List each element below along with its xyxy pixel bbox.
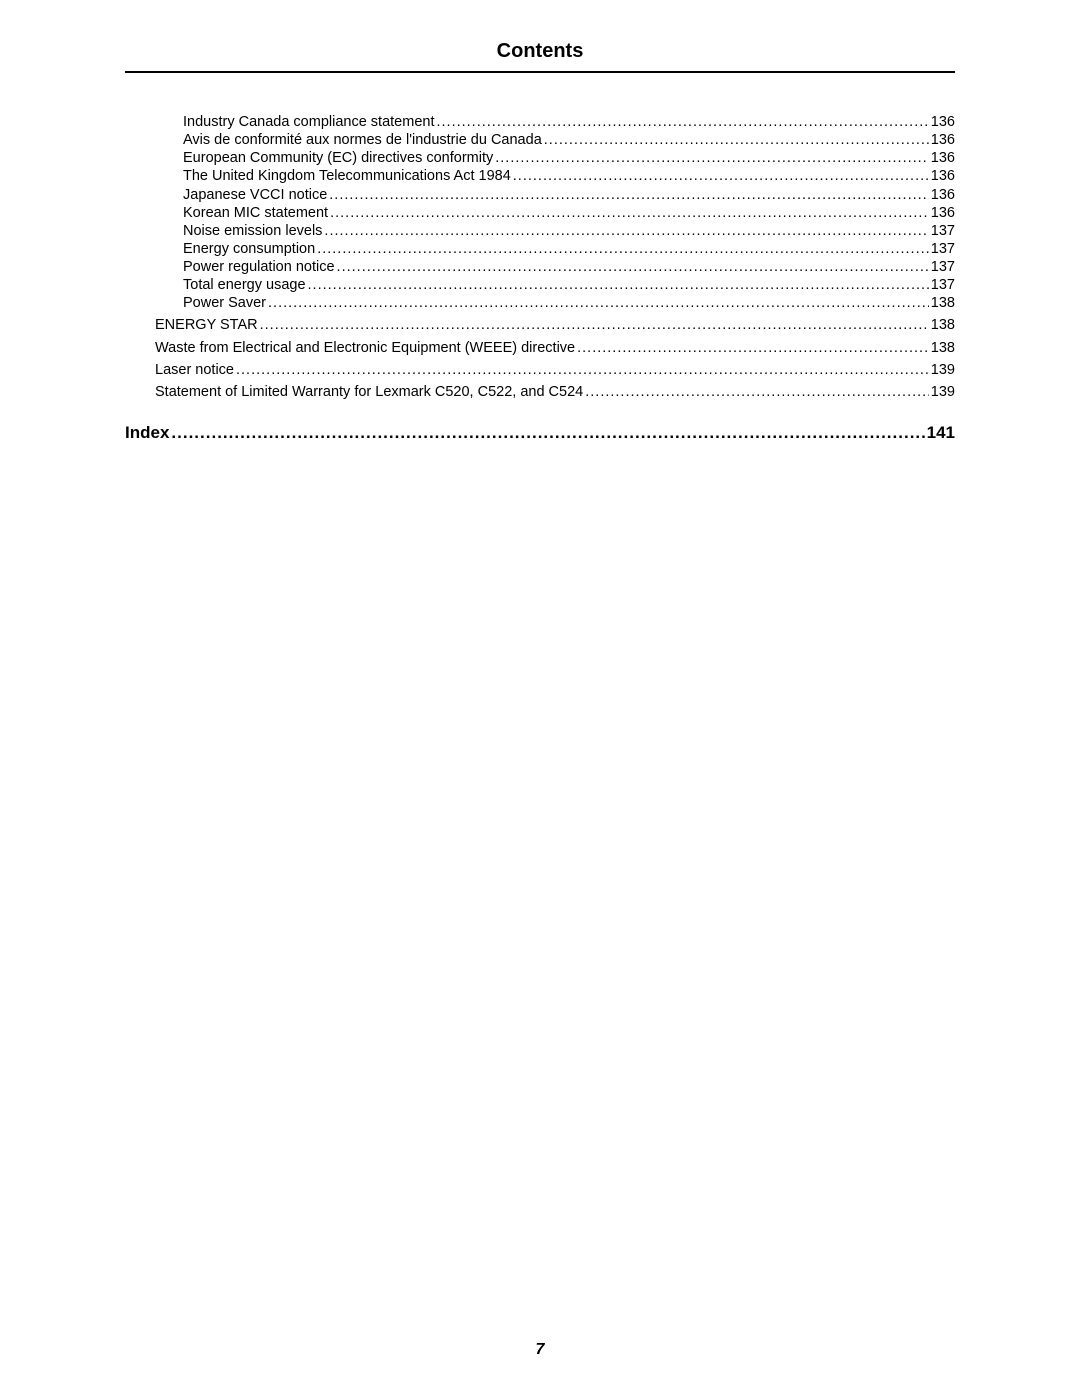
leader-dots xyxy=(236,361,929,379)
toc-page: 136 xyxy=(931,131,955,149)
toc-label: Avis de conformité aux normes de l'indus… xyxy=(183,131,542,149)
toc-page: 137 xyxy=(931,240,955,258)
leader-dots xyxy=(330,204,929,222)
toc-page: 139 xyxy=(931,361,955,379)
toc-page: 138 xyxy=(931,316,955,334)
toc-row: Statement of Limited Warranty for Lexmar… xyxy=(125,383,955,401)
toc-row: Power regulation notice 137 xyxy=(125,258,955,276)
toc-label: Waste from Electrical and Electronic Equ… xyxy=(155,339,575,357)
toc-page: 136 xyxy=(931,186,955,204)
toc-label: The United Kingdom Telecommunications Ac… xyxy=(183,167,511,185)
leader-dots xyxy=(260,316,929,334)
toc-label: Energy consumption xyxy=(183,240,315,258)
toc-row: Industry Canada compliance statement 136 xyxy=(125,113,955,131)
toc-label: Korean MIC statement xyxy=(183,204,328,222)
leader-dots xyxy=(308,276,929,294)
leader-dots xyxy=(513,167,929,185)
toc-label: Japanese VCCI notice xyxy=(183,186,327,204)
toc-label: Industry Canada compliance statement xyxy=(183,113,434,131)
toc-page: 136 xyxy=(931,149,955,167)
leader-dots xyxy=(585,383,929,401)
toc-row: ENERGY STAR 138 xyxy=(125,316,955,334)
toc-page: 137 xyxy=(931,258,955,276)
index-label: Index xyxy=(125,423,169,443)
toc-row: Japanese VCCI notice 136 xyxy=(125,186,955,204)
page-number: 7 xyxy=(0,1341,1080,1359)
toc-row: Korean MIC statement 136 xyxy=(125,204,955,222)
leader-dots xyxy=(436,113,928,131)
toc-label: Noise emission levels xyxy=(183,222,322,240)
toc-page: 139 xyxy=(931,383,955,401)
toc-row: The United Kingdom Telecommunications Ac… xyxy=(125,167,955,185)
toc-label: European Community (EC) directives confo… xyxy=(183,149,493,167)
leader-dots xyxy=(317,240,929,258)
leader-dots xyxy=(544,131,929,149)
toc-label: Power Saver xyxy=(183,294,266,312)
toc-label: Power regulation notice xyxy=(183,258,335,276)
toc-list: Industry Canada compliance statement 136 A… xyxy=(125,113,955,401)
toc-page: 137 xyxy=(931,276,955,294)
leader-dots xyxy=(268,294,929,312)
toc-page: 137 xyxy=(931,222,955,240)
toc-row: Waste from Electrical and Electronic Equ… xyxy=(125,339,955,357)
toc-page: 136 xyxy=(931,204,955,222)
toc-label: Statement of Limited Warranty for Lexmar… xyxy=(155,383,583,401)
toc-row: Total energy usage 137 xyxy=(125,276,955,294)
index-page: 141 xyxy=(927,423,955,443)
toc-page: 138 xyxy=(931,294,955,312)
index-row: Index 141 xyxy=(125,423,955,443)
leader-dots xyxy=(324,222,928,240)
leader-dots xyxy=(171,423,924,443)
toc-row: Noise emission levels 137 xyxy=(125,222,955,240)
toc-label: Total energy usage xyxy=(183,276,306,294)
leader-dots xyxy=(495,149,929,167)
toc-row: Avis de conformité aux normes de l'indus… xyxy=(125,131,955,149)
leader-dots xyxy=(577,339,929,357)
toc-page: 138 xyxy=(931,339,955,357)
leader-dots xyxy=(329,186,929,204)
toc-row: Laser notice 139 xyxy=(125,361,955,379)
toc-label: ENERGY STAR xyxy=(155,316,258,334)
leader-dots xyxy=(337,258,929,276)
page-title: Contents xyxy=(125,40,955,63)
toc-row: Power Saver 138 xyxy=(125,294,955,312)
toc-label: Laser notice xyxy=(155,361,234,379)
toc-page: 136 xyxy=(931,113,955,131)
toc-page: 136 xyxy=(931,167,955,185)
toc-row: European Community (EC) directives confo… xyxy=(125,149,955,167)
title-rule xyxy=(125,71,955,73)
toc-row: Energy consumption 137 xyxy=(125,240,955,258)
